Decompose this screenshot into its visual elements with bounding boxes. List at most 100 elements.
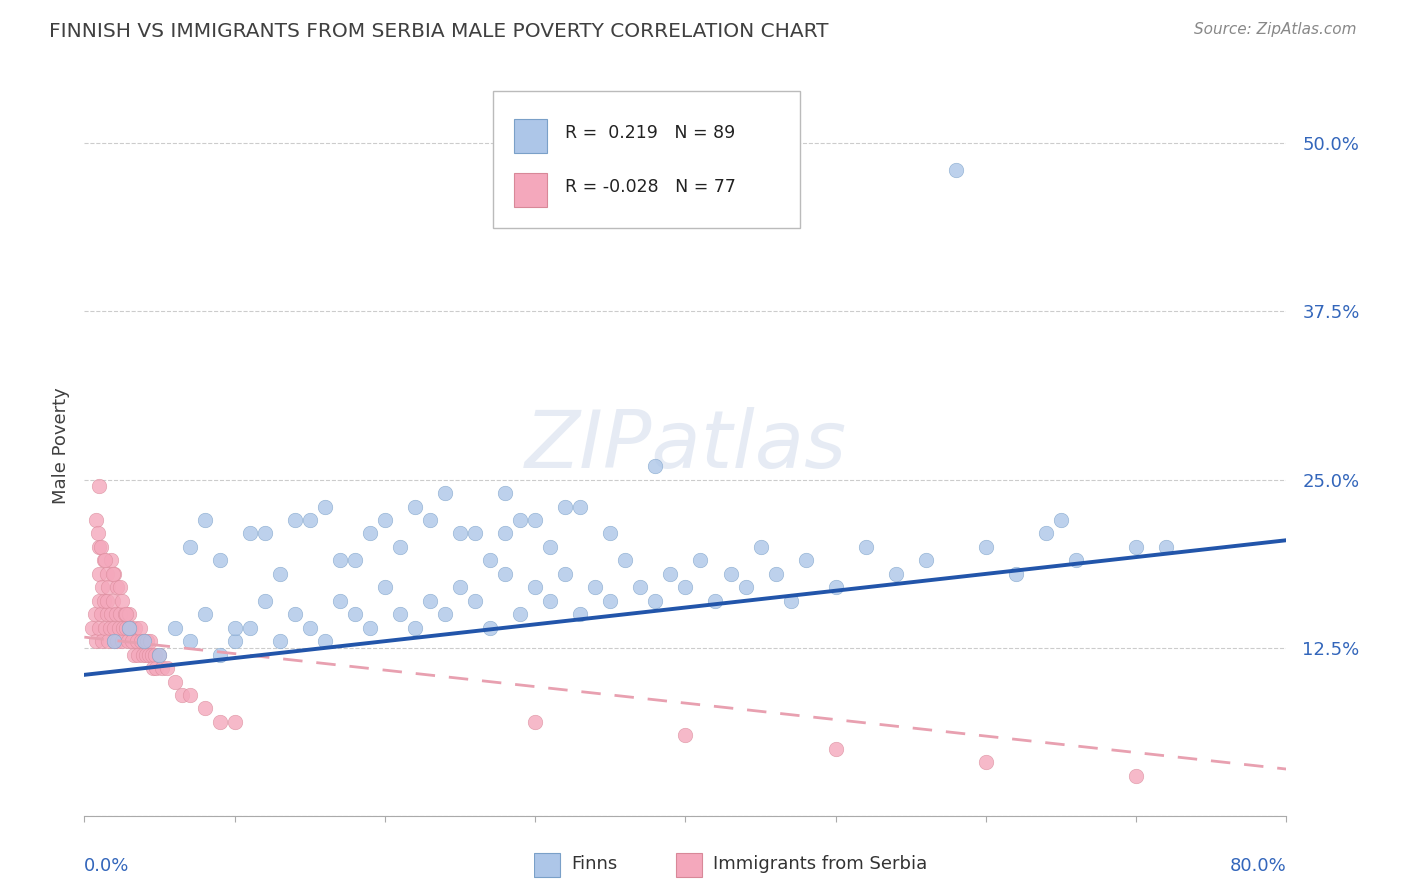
Point: [464, 526, 486, 541]
Point: [509, 513, 531, 527]
Point: [93, 553, 115, 567]
Point: [284, 607, 307, 622]
Point: [131, 634, 153, 648]
Point: [479, 553, 502, 567]
Point: [91, 580, 114, 594]
Point: [90, 607, 112, 622]
Text: ZIPatlas: ZIPatlas: [524, 407, 846, 485]
Point: [269, 566, 291, 581]
Text: R =  0.219   N = 89: R = 0.219 N = 89: [565, 124, 735, 142]
Point: [554, 500, 576, 514]
Point: [115, 621, 138, 635]
Point: [148, 648, 170, 662]
Point: [343, 607, 366, 622]
Point: [1125, 540, 1147, 554]
Point: [179, 634, 201, 648]
Point: [96, 566, 118, 581]
Point: [156, 661, 179, 675]
Point: [142, 661, 165, 675]
Point: [494, 526, 516, 541]
Point: [124, 621, 146, 635]
Point: [314, 634, 336, 648]
Point: [509, 607, 531, 622]
Point: [112, 621, 135, 635]
Point: [974, 756, 997, 770]
Point: [89, 566, 111, 581]
Point: [138, 648, 160, 662]
Point: [524, 714, 547, 729]
Point: [90, 540, 112, 554]
Point: [125, 634, 148, 648]
Point: [108, 621, 131, 635]
Point: [524, 580, 547, 594]
Point: [538, 594, 561, 608]
Point: [118, 607, 141, 622]
Point: [101, 566, 124, 581]
Point: [194, 701, 217, 715]
Point: [284, 513, 307, 527]
Point: [794, 553, 817, 567]
Point: [449, 580, 471, 594]
Point: [141, 648, 163, 662]
Point: [114, 607, 136, 622]
Point: [208, 553, 231, 567]
Point: [419, 594, 441, 608]
Point: [97, 580, 120, 594]
Point: [329, 553, 352, 567]
Point: [194, 513, 217, 527]
Point: [749, 540, 772, 554]
Point: [86, 513, 108, 527]
Point: [103, 634, 125, 648]
Point: [479, 621, 502, 635]
Point: [91, 634, 114, 648]
Point: [569, 500, 592, 514]
Point: [208, 714, 231, 729]
Point: [100, 553, 122, 567]
Point: [103, 621, 125, 635]
Point: [96, 594, 118, 608]
Point: [644, 459, 666, 474]
Point: [599, 526, 621, 541]
Point: [107, 634, 129, 648]
Point: [98, 621, 121, 635]
Point: [89, 594, 111, 608]
FancyBboxPatch shape: [494, 91, 800, 227]
Point: [110, 580, 132, 594]
Point: [675, 580, 697, 594]
Point: [89, 479, 111, 493]
Point: [884, 566, 907, 581]
Point: [644, 594, 666, 608]
Point: [599, 594, 621, 608]
Point: [194, 607, 217, 622]
Point: [824, 742, 846, 756]
Point: [538, 540, 561, 554]
Point: [765, 566, 787, 581]
Point: [419, 513, 441, 527]
Point: [388, 607, 411, 622]
Text: 0.0%: 0.0%: [84, 857, 129, 875]
Point: [136, 634, 159, 648]
Point: [170, 688, 193, 702]
Point: [689, 553, 711, 567]
Point: [359, 621, 381, 635]
Point: [359, 526, 381, 541]
Point: [1064, 553, 1087, 567]
Point: [374, 513, 396, 527]
Point: [494, 566, 516, 581]
Point: [224, 621, 246, 635]
Point: [118, 621, 141, 635]
Point: [1035, 526, 1057, 541]
Point: [1005, 566, 1028, 581]
Text: FINNISH VS IMMIGRANTS FROM SERBIA MALE POVERTY CORRELATION CHART: FINNISH VS IMMIGRANTS FROM SERBIA MALE P…: [49, 22, 828, 41]
Point: [132, 648, 155, 662]
Point: [239, 621, 262, 635]
Point: [152, 661, 174, 675]
Point: [127, 648, 149, 662]
Point: [343, 553, 366, 567]
Point: [224, 714, 246, 729]
Point: [103, 566, 125, 581]
Y-axis label: Male Poverty: Male Poverty: [52, 388, 70, 504]
Point: [135, 648, 157, 662]
Point: [80, 621, 103, 635]
Point: [86, 634, 108, 648]
